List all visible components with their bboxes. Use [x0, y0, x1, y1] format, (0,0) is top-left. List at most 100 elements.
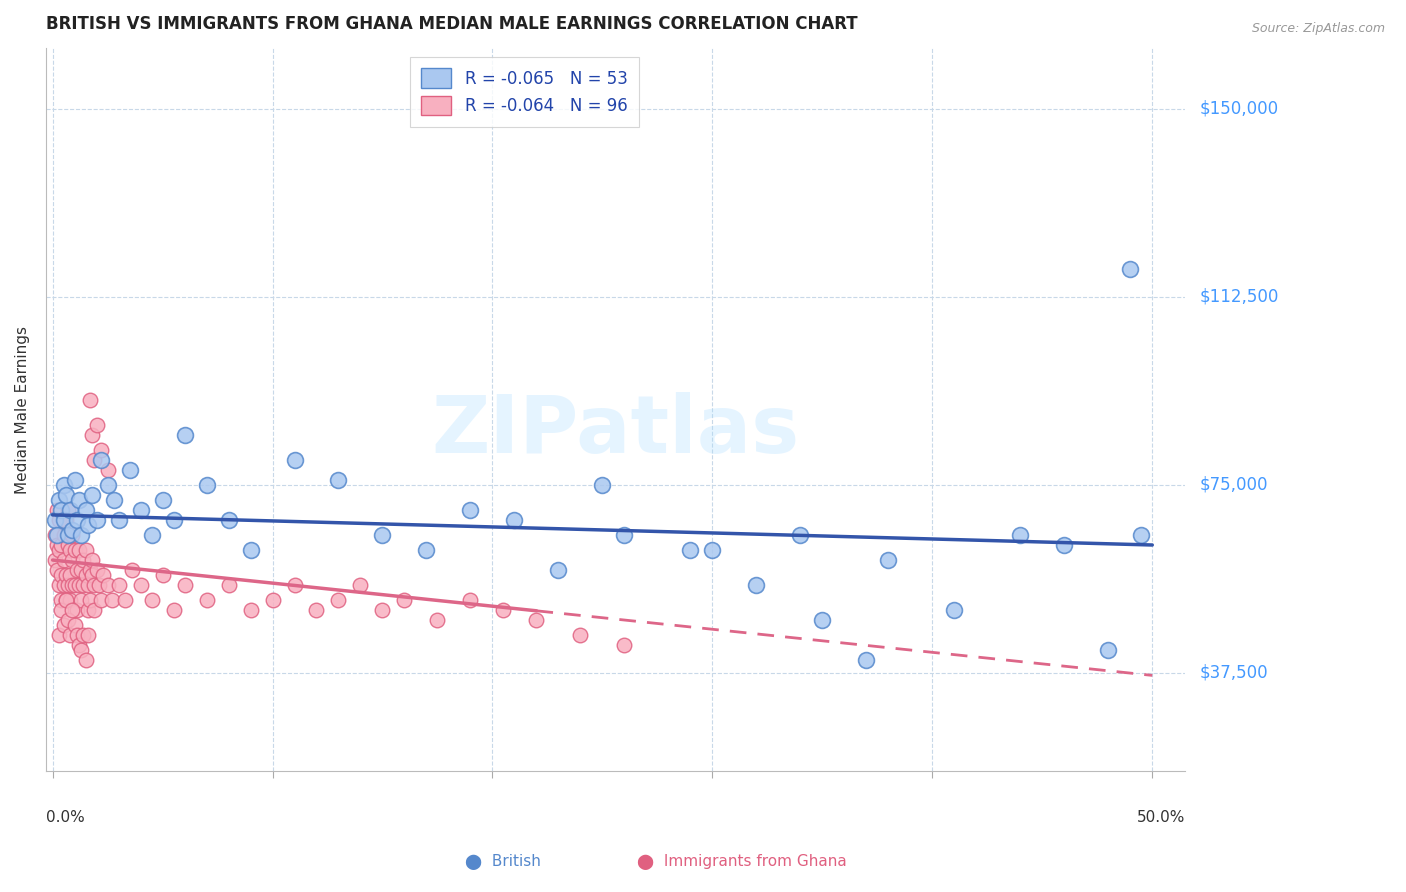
Point	[152, 568, 174, 582]
Point	[75, 568, 97, 582]
Point	[48, 543, 70, 558]
Point	[66, 513, 89, 527]
Point	[60, 523, 83, 537]
Point	[70, 563, 93, 577]
Point	[162, 513, 184, 527]
Point	[195, 478, 218, 492]
Point	[59, 628, 82, 642]
Point	[48, 578, 70, 592]
Point	[569, 628, 592, 642]
Text: ⬤  Immigrants from Ghana: ⬤ Immigrants from Ghana	[637, 854, 846, 870]
Point	[82, 427, 104, 442]
Point	[141, 593, 163, 607]
Point	[415, 543, 437, 558]
Point	[48, 513, 70, 527]
Point	[44, 513, 66, 527]
Point	[83, 452, 105, 467]
Point	[811, 613, 834, 627]
Text: 50.0%: 50.0%	[1137, 811, 1185, 825]
Point	[82, 568, 104, 582]
Point	[394, 593, 416, 607]
Point	[67, 578, 90, 592]
Point	[1010, 528, 1032, 542]
Point	[96, 478, 118, 492]
Point	[129, 578, 152, 592]
Y-axis label: Median Male Earnings: Median Male Earnings	[15, 326, 30, 493]
Point	[90, 452, 112, 467]
Point	[52, 553, 75, 567]
Point	[82, 553, 104, 567]
Point	[75, 653, 97, 667]
Point	[90, 442, 112, 457]
Point	[328, 593, 350, 607]
Point	[173, 427, 195, 442]
Point	[52, 578, 75, 592]
Point	[460, 503, 482, 517]
Point	[72, 553, 94, 567]
Point	[51, 593, 73, 607]
Point	[46, 563, 69, 577]
Point	[526, 613, 548, 627]
Point	[56, 538, 79, 552]
Point	[82, 488, 104, 502]
Point	[83, 578, 105, 592]
Point	[83, 603, 105, 617]
Point	[52, 528, 75, 542]
Point	[239, 603, 262, 617]
Point	[613, 528, 636, 542]
Point	[129, 503, 152, 517]
Point	[426, 613, 449, 627]
Point	[107, 578, 129, 592]
Point	[52, 478, 75, 492]
Point	[56, 503, 79, 517]
Point	[492, 603, 515, 617]
Point	[371, 528, 394, 542]
Text: ZIPatlas: ZIPatlas	[432, 392, 800, 470]
Point	[86, 417, 108, 432]
Point	[55, 593, 77, 607]
Point	[87, 578, 110, 592]
Text: Source: ZipAtlas.com: Source: ZipAtlas.com	[1251, 22, 1385, 36]
Point	[79, 392, 101, 407]
Point	[86, 513, 108, 527]
Point	[48, 492, 70, 507]
Point	[591, 478, 613, 492]
Point	[51, 603, 73, 617]
Point	[460, 593, 482, 607]
Point	[55, 568, 77, 582]
Point	[55, 593, 77, 607]
Point	[60, 553, 83, 567]
Point	[67, 492, 90, 507]
Point	[76, 603, 98, 617]
Point	[503, 513, 526, 527]
Point	[70, 643, 93, 657]
Point	[55, 513, 77, 527]
Point	[173, 578, 195, 592]
Point	[90, 593, 112, 607]
Point	[75, 543, 97, 558]
Point	[371, 603, 394, 617]
Point	[70, 528, 93, 542]
Text: 0.0%: 0.0%	[46, 811, 84, 825]
Point	[855, 653, 877, 667]
Point	[349, 578, 371, 592]
Point	[1130, 528, 1153, 542]
Point	[152, 492, 174, 507]
Point	[59, 593, 82, 607]
Point	[70, 593, 93, 607]
Point	[218, 513, 240, 527]
Point	[79, 563, 101, 577]
Point	[63, 578, 86, 592]
Point	[56, 578, 79, 592]
Point	[48, 628, 70, 642]
Text: $150,000: $150,000	[1199, 100, 1278, 118]
Text: $112,500: $112,500	[1199, 288, 1278, 306]
Point	[46, 503, 69, 517]
Point	[75, 503, 97, 517]
Point	[262, 593, 284, 607]
Point	[66, 563, 89, 577]
Point	[63, 473, 86, 487]
Point	[107, 513, 129, 527]
Point	[103, 492, 125, 507]
Point	[1053, 538, 1076, 552]
